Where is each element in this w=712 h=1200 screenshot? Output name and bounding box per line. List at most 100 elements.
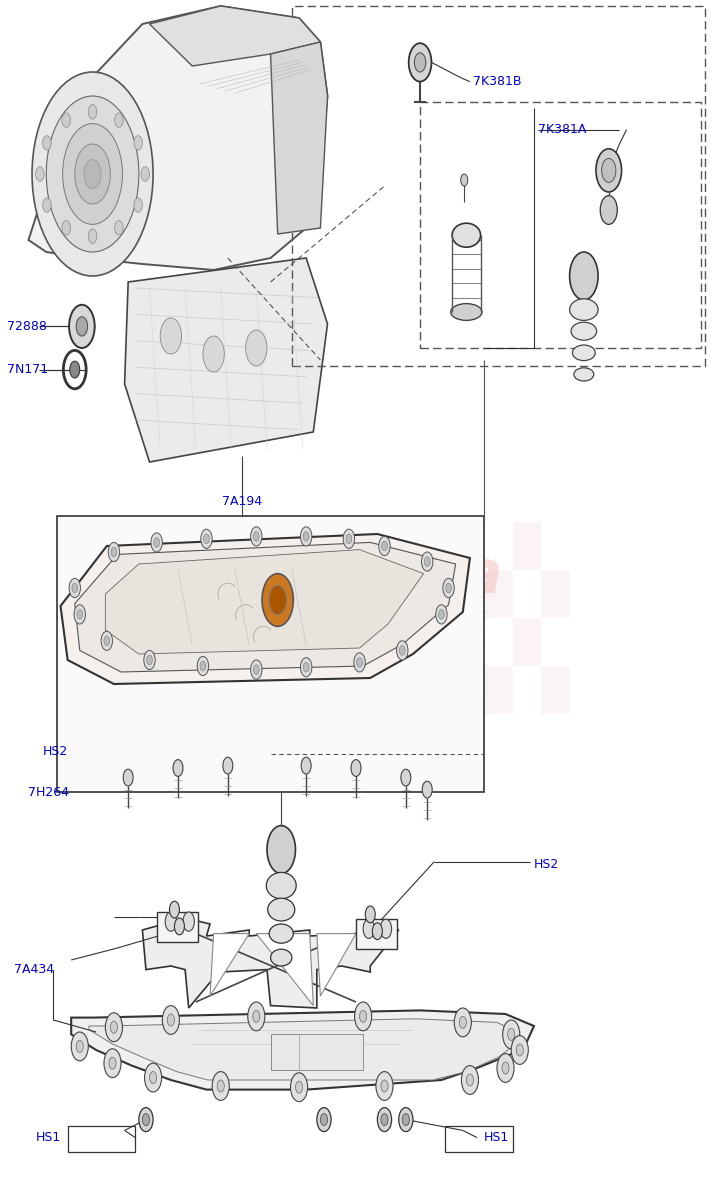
Text: HS1: HS1 bbox=[36, 1132, 61, 1144]
Circle shape bbox=[365, 906, 375, 923]
Polygon shape bbox=[150, 6, 320, 66]
Text: 7A194: 7A194 bbox=[222, 496, 262, 508]
Ellipse shape bbox=[570, 299, 598, 320]
Circle shape bbox=[217, 1080, 224, 1092]
Circle shape bbox=[346, 534, 352, 544]
Circle shape bbox=[145, 1063, 162, 1092]
Circle shape bbox=[354, 653, 365, 672]
Polygon shape bbox=[71, 1010, 534, 1090]
Text: 7N171: 7N171 bbox=[7, 364, 48, 376]
Circle shape bbox=[169, 901, 179, 918]
Ellipse shape bbox=[572, 346, 595, 360]
Bar bbox=[513, 522, 541, 570]
Text: car parts: car parts bbox=[251, 602, 461, 646]
Circle shape bbox=[422, 552, 433, 571]
Bar bbox=[456, 618, 484, 666]
Circle shape bbox=[459, 1016, 466, 1028]
Text: HS2: HS2 bbox=[534, 858, 559, 870]
Circle shape bbox=[357, 658, 362, 667]
Circle shape bbox=[399, 646, 405, 655]
Circle shape bbox=[508, 1028, 515, 1040]
Bar bbox=[57, 516, 484, 792]
Circle shape bbox=[134, 198, 142, 212]
Bar bbox=[157, 912, 198, 942]
Circle shape bbox=[570, 252, 598, 300]
Circle shape bbox=[115, 221, 123, 235]
Bar bbox=[456, 522, 484, 570]
Ellipse shape bbox=[451, 304, 482, 320]
Text: 7A434: 7A434 bbox=[14, 964, 54, 976]
Bar bbox=[399, 522, 427, 570]
Circle shape bbox=[253, 532, 259, 541]
Circle shape bbox=[165, 912, 177, 931]
Circle shape bbox=[36, 167, 44, 181]
Ellipse shape bbox=[571, 322, 597, 341]
Polygon shape bbox=[61, 534, 470, 684]
Bar bbox=[513, 618, 541, 666]
Text: HS1: HS1 bbox=[484, 1132, 509, 1144]
Circle shape bbox=[101, 631, 112, 650]
Circle shape bbox=[422, 781, 432, 798]
Circle shape bbox=[46, 96, 139, 252]
Circle shape bbox=[343, 529, 355, 548]
Circle shape bbox=[397, 641, 408, 660]
Circle shape bbox=[303, 662, 309, 672]
Polygon shape bbox=[256, 934, 313, 1006]
Circle shape bbox=[602, 158, 616, 182]
Circle shape bbox=[461, 1066, 478, 1094]
Bar bbox=[420, 102, 701, 348]
Circle shape bbox=[381, 1080, 388, 1092]
Circle shape bbox=[142, 1114, 150, 1126]
Circle shape bbox=[77, 610, 83, 619]
Circle shape bbox=[320, 1114, 328, 1126]
Circle shape bbox=[436, 605, 447, 624]
Circle shape bbox=[290, 1073, 308, 1102]
Circle shape bbox=[151, 533, 162, 552]
Circle shape bbox=[162, 1006, 179, 1034]
Bar bbox=[427, 666, 456, 714]
Circle shape bbox=[76, 317, 88, 336]
Circle shape bbox=[69, 578, 80, 598]
Circle shape bbox=[75, 144, 110, 204]
Text: HS2: HS2 bbox=[43, 745, 68, 757]
Circle shape bbox=[104, 1049, 121, 1078]
Circle shape bbox=[466, 1074, 473, 1086]
Polygon shape bbox=[125, 258, 328, 462]
Circle shape bbox=[32, 72, 153, 276]
Circle shape bbox=[174, 918, 184, 935]
Text: 7K381A: 7K381A bbox=[538, 124, 586, 136]
Circle shape bbox=[139, 1108, 153, 1132]
Polygon shape bbox=[210, 934, 249, 996]
Circle shape bbox=[454, 1008, 471, 1037]
Circle shape bbox=[300, 527, 312, 546]
Text: 7K381B: 7K381B bbox=[473, 76, 522, 88]
Circle shape bbox=[111, 547, 117, 557]
Circle shape bbox=[596, 149, 622, 192]
Circle shape bbox=[399, 1108, 413, 1132]
Polygon shape bbox=[89, 1019, 520, 1080]
Circle shape bbox=[160, 318, 182, 354]
Circle shape bbox=[173, 760, 183, 776]
Circle shape bbox=[63, 124, 122, 224]
Circle shape bbox=[204, 534, 209, 544]
Circle shape bbox=[71, 1032, 88, 1061]
Circle shape bbox=[301, 757, 311, 774]
Circle shape bbox=[355, 1002, 372, 1031]
Circle shape bbox=[88, 229, 97, 244]
Polygon shape bbox=[142, 918, 399, 1008]
Circle shape bbox=[295, 1081, 303, 1093]
Bar bbox=[484, 570, 513, 618]
Text: 72888: 72888 bbox=[7, 320, 47, 332]
Ellipse shape bbox=[266, 872, 296, 899]
Circle shape bbox=[351, 760, 361, 776]
Circle shape bbox=[382, 541, 387, 551]
Polygon shape bbox=[28, 6, 328, 270]
Circle shape bbox=[123, 769, 133, 786]
Circle shape bbox=[144, 650, 155, 670]
Bar bbox=[399, 618, 427, 666]
Circle shape bbox=[43, 136, 51, 150]
Circle shape bbox=[402, 1114, 409, 1126]
Circle shape bbox=[317, 1108, 331, 1132]
Circle shape bbox=[141, 167, 150, 181]
Circle shape bbox=[409, 43, 431, 82]
